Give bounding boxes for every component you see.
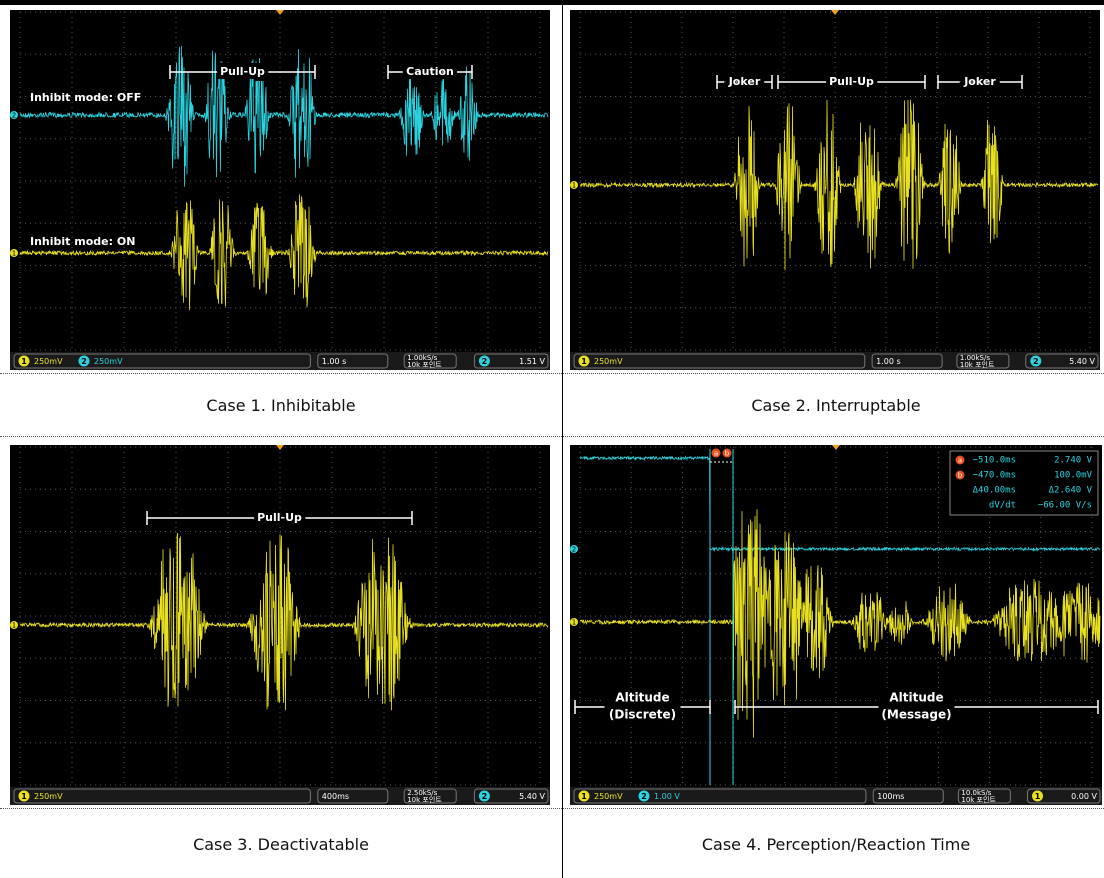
bracket-label: Pull-Up [829,75,874,88]
readout-value: 100.0mV [1054,471,1093,481]
bracket-label: Pull-Up [257,511,302,524]
bracket-label: Joker [963,75,996,88]
trigger-channel: 1 [1035,792,1041,801]
screen-bg [10,10,550,370]
timebase: 1.00 s [322,357,347,366]
annotation-label: Altitude [615,691,669,705]
trigger-channel: 2 [482,792,488,801]
trace-label: Inhibit mode: OFF [30,91,141,104]
trigger-level: 5.40 V [519,792,545,801]
timebase: 100ms [877,792,904,801]
readout-value: Δ40.00ms [973,486,1016,496]
trigger-level: 0.00 V [1071,792,1097,801]
channel-badge-label: 1 [21,357,27,366]
trigger-level: 5.40 V [1069,357,1095,366]
annotation-label: (Discrete) [609,708,676,722]
screen-bg [570,10,1100,370]
readout-value: −66.00 V/s [1038,501,1092,511]
timebase: 1.00 s [876,357,901,366]
channel-badge-label: 1 [581,357,587,366]
channel-marker-label: 2 [572,546,576,554]
readout-badge-label: a [958,457,962,465]
top-rule [0,0,1104,5]
bracket-label: Caution [406,65,454,78]
cursor-badge-label: a [714,450,718,458]
record-length: 10k 포인트 [961,795,996,804]
channel-scale: 250mV [34,357,63,366]
caption: Case 4. Perception/Reaction Time [560,835,1104,854]
record-length: 10k 포인트 [960,360,995,369]
channel-badge-label: 1 [581,792,587,801]
column-rule [562,5,563,878]
channel-badge-label: 2 [641,792,647,801]
readout-value: dV/dt [989,501,1016,511]
readout-value: −510.0ms [973,456,1016,466]
bracket-label: Joker [728,75,761,88]
trace-label: Inhibit mode: ON [30,235,135,248]
row-rule [0,808,1104,809]
channel-scale: 1.00 V [654,792,680,801]
row-rule [0,373,1104,374]
channel-scale: 250mV [34,792,63,801]
record-length: 10k 포인트 [407,360,442,369]
channel-marker-label: 1 [12,250,16,258]
channel-marker-label: 1 [572,182,576,190]
channel-marker-label: 2 [12,112,16,120]
channel-badge-label: 1 [21,792,27,801]
channel-scale: 250mV [594,792,623,801]
channel-scale: 250mV [94,357,123,366]
scope-screen: 2 1 Inhibit mode: OFF Inhibit mode: ON Pull-… [10,10,550,370]
status-bar [10,787,550,805]
trigger-level: 1.51 V [519,357,545,366]
caption: Case 3. Deactivatable [5,835,557,854]
channel-badge-label: 2 [81,357,87,366]
channel-marker-label: 1 [572,619,576,627]
readout-value: Δ2.640 V [1049,486,1093,496]
timebase: 400ms [322,792,349,801]
annotation-label: Altitude [889,691,943,705]
caption: Case 1. Inhibitable [5,396,557,415]
bracket-label: Pull-Up [220,65,265,78]
trigger-channel: 2 [482,357,488,366]
annotation-label: (Message) [881,708,951,722]
channel-marker-label: 1 [12,622,16,630]
channel-scale: 250mV [594,357,623,366]
figure: Case 1. Inhibitable Case 2. Interruptabl… [0,0,1104,878]
readout-value: −470.0ms [973,471,1016,481]
readout-badge-label: b [958,472,963,480]
caption: Case 2. Interruptable [560,396,1104,415]
record-length: 10k 포인트 [407,795,442,804]
readout-value: 2.740 V [1054,456,1093,466]
trigger-channel: 2 [1033,357,1039,366]
cursor-badge-label: b [725,450,730,458]
status-bar [10,352,550,370]
status-bar [570,787,1102,805]
status-bar [570,352,1100,370]
row-rule [0,436,1104,437]
